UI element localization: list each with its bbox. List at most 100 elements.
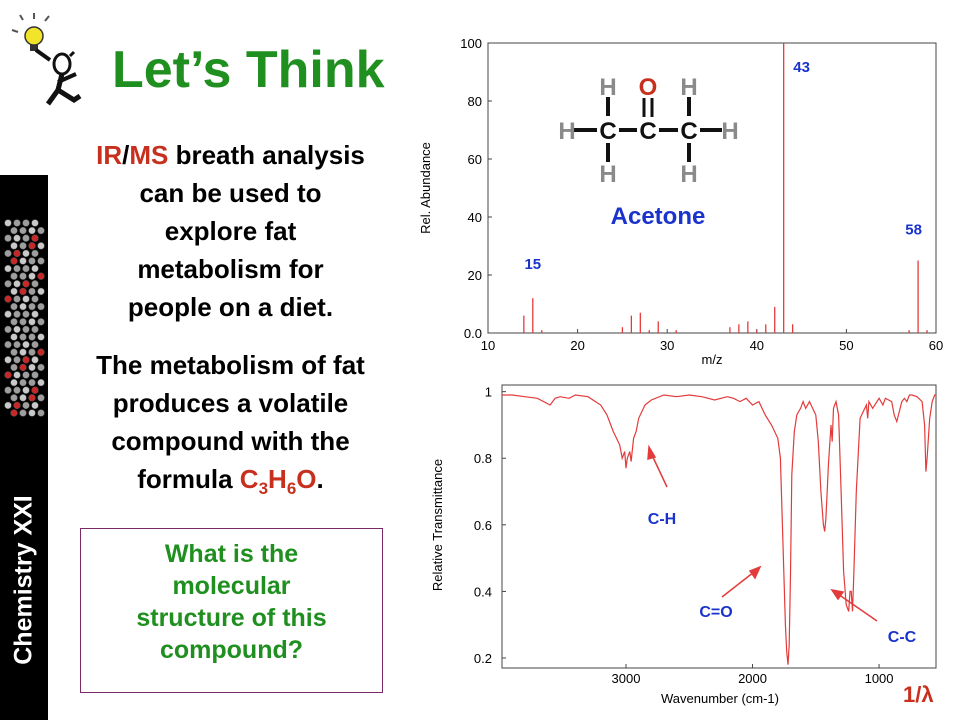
ir-y-tick-label: 0.4 xyxy=(474,584,492,599)
molecule-atom xyxy=(19,378,27,387)
sidebar-title: Chemistry XXI xyxy=(9,495,38,665)
cc-annotation: C-C xyxy=(888,629,917,646)
molecule-atom xyxy=(37,378,45,387)
molecule-atom xyxy=(19,272,27,280)
molecule-atom xyxy=(19,242,27,250)
molecule-atom xyxy=(22,264,30,273)
cc-arrow-head xyxy=(830,588,845,601)
molecule-atom xyxy=(28,333,36,341)
atom-c2: C xyxy=(639,118,656,145)
molecule-atom xyxy=(22,234,30,242)
molecule-atom xyxy=(4,295,12,303)
molecule-atom xyxy=(31,219,39,227)
ir-x-tick-label: 1000 xyxy=(865,671,894,686)
molecule-atom xyxy=(22,371,30,379)
molecule-atom xyxy=(10,333,18,341)
molecule-atom xyxy=(13,234,21,242)
ir-y-tick-label: 1 xyxy=(485,385,492,400)
molecule-atom xyxy=(19,287,27,296)
molecule-atom xyxy=(37,242,45,250)
intro-line-5: people on a diet. xyxy=(127,292,334,322)
molecule-atom xyxy=(4,264,12,273)
molecule-atom xyxy=(4,310,12,318)
molecule-atom xyxy=(37,363,45,372)
molecule-atom xyxy=(4,325,12,334)
molecule-atom xyxy=(31,356,39,364)
molecule-atom xyxy=(13,340,21,349)
ms-peak-label: 58 xyxy=(905,221,922,238)
molecule-atom xyxy=(31,234,39,242)
formula: C3H6O xyxy=(240,464,317,498)
atom-h-left: H xyxy=(558,118,575,145)
atom-h-c1-top: H xyxy=(599,74,616,101)
molecule-atom xyxy=(13,325,21,334)
acetone-structure: H C C C H H H H H O Acetone xyxy=(558,74,738,230)
mass-spectrum-chart: 0.0 20 40 60 80 100 10 20 30 40 50 60 15 43 58 Rel. … xyxy=(418,36,943,367)
ms-y-tick-label: 60 xyxy=(468,152,482,167)
ch-arrow-head xyxy=(647,444,657,461)
molecule-atom xyxy=(28,318,36,326)
cc-arrow-line xyxy=(837,593,878,622)
ir-spectrum-line xyxy=(502,394,936,665)
molecule-atom xyxy=(31,325,39,334)
ms-x-axis-label: m/z xyxy=(702,352,723,367)
metabolism-line-3: compound with the xyxy=(111,426,350,456)
molecule-atom xyxy=(37,272,45,280)
molecule-atom xyxy=(28,242,36,250)
molecule-atom xyxy=(22,295,30,303)
ms-peak-label: 15 xyxy=(524,256,541,273)
ir-plot-frame xyxy=(501,384,937,669)
molecule-atom xyxy=(13,249,21,258)
molecule-atom xyxy=(19,333,27,341)
molecule-atom xyxy=(13,386,21,394)
ms-y-tick-label: 40 xyxy=(468,210,482,225)
ir-x-tick-label: 3000 xyxy=(612,671,641,686)
molecule-atom xyxy=(31,386,39,394)
molecule-atom xyxy=(31,295,39,303)
molecule-atom xyxy=(19,363,27,372)
molecule-atom xyxy=(37,409,45,417)
molecule-atom xyxy=(31,340,39,349)
molecule-atom xyxy=(13,264,21,273)
molecule-atom xyxy=(28,409,36,417)
co-arrow-line xyxy=(721,571,755,598)
ms-x-tick-label: 50 xyxy=(839,338,853,353)
molecule-atom xyxy=(4,234,12,242)
formula-period: . xyxy=(316,464,324,494)
molecule-atom xyxy=(31,401,39,410)
molecule-atom xyxy=(4,249,12,258)
atom-o: O xyxy=(639,74,658,101)
molecule-atom xyxy=(31,310,39,318)
molecule-atom xyxy=(13,371,21,379)
ms-x-tick-label: 30 xyxy=(660,338,674,353)
molecule-atom xyxy=(4,386,12,394)
molecule-atom xyxy=(22,401,30,410)
molecule-atom xyxy=(22,325,30,334)
molecule-atom xyxy=(10,242,18,250)
molecule-atom xyxy=(19,302,27,311)
metabolism-line-4: formula xyxy=(137,464,240,494)
molecule-atom xyxy=(31,264,39,273)
molecule-atom xyxy=(22,280,30,288)
molecule-atom xyxy=(4,401,12,410)
ms-y-tick-label: 100 xyxy=(460,36,482,51)
molecule-atom xyxy=(10,409,18,417)
ms-peak-label: 43 xyxy=(793,59,810,76)
ms-x-tick-label: 40 xyxy=(750,338,764,353)
molecule-atom xyxy=(31,280,39,288)
atom-c1: C xyxy=(599,118,616,145)
molecule-atom xyxy=(28,348,36,356)
slash: / xyxy=(122,140,130,170)
ms-x-tick-label: 60 xyxy=(929,338,943,353)
molecule-atom xyxy=(19,394,27,402)
intro-line-2: can be used to xyxy=(139,178,322,208)
ms-y-axis-label: Rel. Abundance xyxy=(418,142,433,234)
ir-spectrum-chart: 0.2 0.4 0.6 0.8 1 3000 2000 1000 Relative Tran… xyxy=(430,384,937,706)
molecule-atom xyxy=(10,302,18,311)
molecule-atom xyxy=(4,356,12,364)
atom-h-c3-bottom: H xyxy=(680,161,697,188)
molecule-atom xyxy=(13,295,21,303)
formula-h: H xyxy=(268,464,287,494)
ir-y-axis-label: Relative Transmittance xyxy=(430,459,445,591)
molecule-atom xyxy=(28,378,36,387)
